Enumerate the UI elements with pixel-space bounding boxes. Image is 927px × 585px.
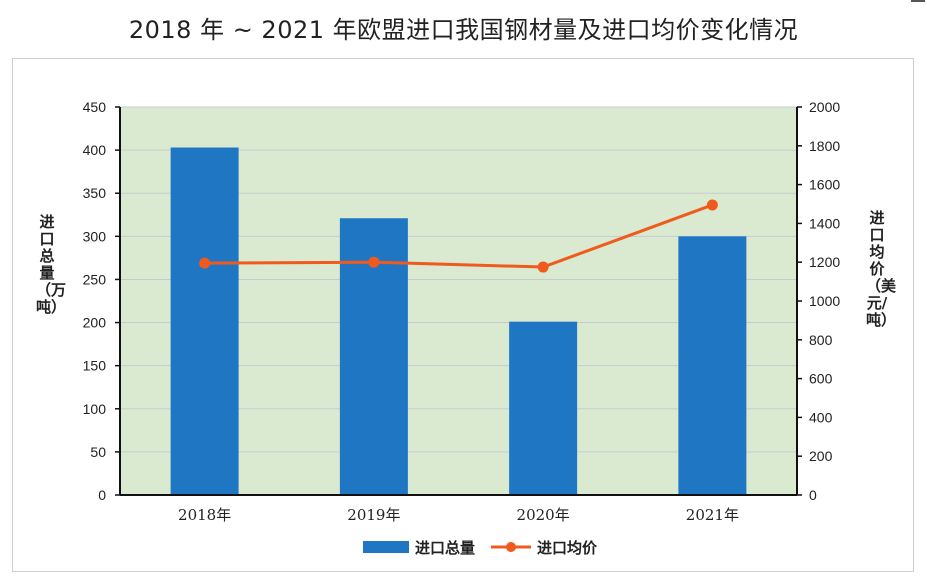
bar — [678, 236, 747, 496]
y-right-tick-label: 0 — [809, 487, 817, 503]
y-left-tick-label: 150 — [83, 358, 107, 374]
y-left-tick-label: 100 — [83, 401, 107, 417]
y-left-tick-label: 50 — [90, 444, 106, 460]
y-right-tick-label: 200 — [809, 448, 833, 464]
chart-title: 2018 年 ~ 2021 年欧盟进口我国钢材量及进口均价变化情况 — [128, 16, 799, 44]
legend-swatch-marker — [506, 542, 516, 552]
legend-swatch-bar — [363, 541, 409, 553]
y-right-tick-label: 1800 — [809, 138, 840, 154]
line-point — [706, 199, 718, 211]
y-left-tick-label: 450 — [83, 99, 107, 115]
y-left-tick-label: 300 — [83, 228, 107, 244]
legend-label-line: 进口均价 — [537, 539, 598, 557]
corner-mark — [911, 0, 925, 2]
x-tick-label: 2020年 — [517, 506, 570, 524]
line-point — [199, 257, 211, 269]
line-series — [204, 203, 713, 269]
y-right-tick-label: 2000 — [809, 99, 840, 115]
y-left-tick-label: 400 — [83, 142, 107, 158]
y-right-tick-label: 400 — [809, 409, 833, 425]
bar — [509, 321, 578, 495]
x-tick-label: 2021年 — [686, 506, 739, 524]
y-right-tick-label: 1000 — [809, 293, 840, 309]
y-left-tick-label: 200 — [83, 315, 107, 331]
legend-label-bar: 进口总量 — [415, 539, 475, 557]
y-right-tick-label: 1600 — [809, 177, 840, 193]
y-axis-left-label: 进口总量（万吨） — [36, 213, 67, 316]
y-right-tick-label: 800 — [809, 332, 833, 348]
bar — [170, 147, 239, 495]
y-left-tick-label: 250 — [83, 271, 107, 287]
y-left-tick-label: 350 — [83, 185, 107, 201]
line-point — [368, 256, 380, 268]
line-point — [537, 261, 549, 273]
x-tick-label: 2019年 — [347, 506, 400, 524]
y-axis-right-label: 进口均价（美元/吨） — [866, 209, 897, 329]
y-right-tick-label: 600 — [809, 371, 833, 387]
y-right-tick-label: 1400 — [809, 215, 840, 231]
y-left-tick-label: 0 — [98, 487, 106, 503]
x-tick-label: 2018年 — [178, 506, 231, 524]
y-right-tick-label: 1200 — [809, 254, 840, 270]
